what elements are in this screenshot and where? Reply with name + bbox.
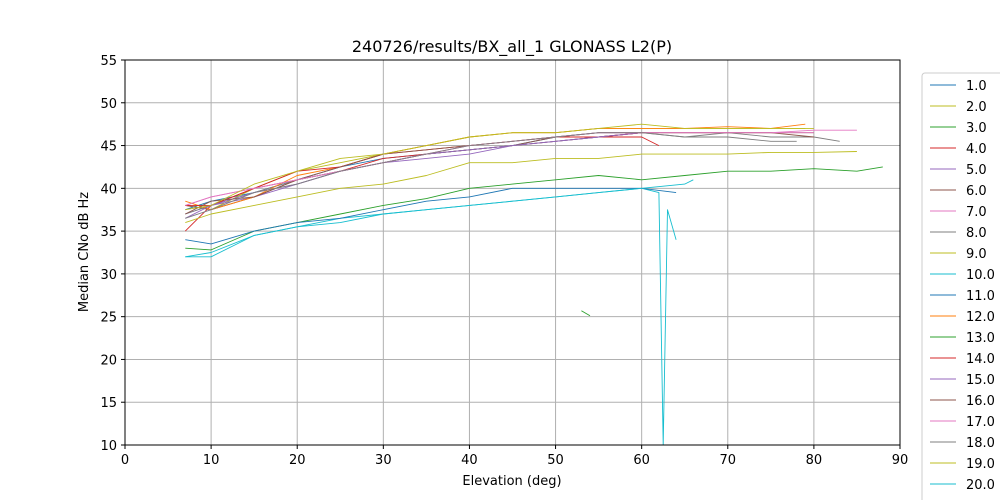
x-tick-label: 10 xyxy=(203,453,220,468)
legend-label: 11.0 xyxy=(966,289,995,304)
y-tick-label: 30 xyxy=(100,268,117,283)
grid xyxy=(124,59,901,446)
y-axis-ticks: 10 15 20 25 30 35 40 45 50 55 xyxy=(100,54,125,454)
legend-label: 18.0 xyxy=(966,436,995,451)
y-tick-label: 15 xyxy=(100,396,117,411)
series-line-8.0 xyxy=(185,132,840,215)
series-line-19.0 xyxy=(185,123,806,211)
legend-label: 8.0 xyxy=(966,226,987,241)
y-tick-label: 55 xyxy=(100,54,117,69)
series-line-4.0 xyxy=(184,136,660,232)
y-tick-label: 35 xyxy=(100,225,117,240)
series-line-20.0 xyxy=(185,179,694,258)
x-tick-label: 50 xyxy=(547,453,564,468)
series-line-6.0 xyxy=(185,132,814,211)
y-tick-label: 10 xyxy=(100,439,117,454)
x-tick-label: 80 xyxy=(806,453,823,468)
legend-label: 1.0 xyxy=(966,79,987,94)
x-tick-label: 0 xyxy=(121,453,129,468)
series-line-18.0 xyxy=(185,132,797,219)
y-tick-label: 25 xyxy=(100,311,117,326)
legend-label: 6.0 xyxy=(966,184,987,199)
x-tick-label: 40 xyxy=(461,453,478,468)
chart-title: 240726/results/BX_all_1 GLONASS L2(P) xyxy=(352,37,672,57)
legend-label: 14.0 xyxy=(966,352,995,367)
legend-label: 10.0 xyxy=(966,268,995,283)
x-tick-label: 20 xyxy=(289,453,306,468)
series-line-5.0 xyxy=(185,132,642,215)
legend-label: 15.0 xyxy=(966,373,995,388)
x-axis-ticks: 0 10 20 30 40 50 60 70 80 90 xyxy=(121,445,908,468)
legend-box xyxy=(921,72,1000,500)
series-line-16.0 xyxy=(185,132,814,215)
series-line-13.0 xyxy=(581,310,591,317)
x-tick-label: 30 xyxy=(375,453,392,468)
legend-label: 19.0 xyxy=(966,457,995,472)
legend-label: 12.0 xyxy=(966,310,995,325)
legend-label: 5.0 xyxy=(966,163,987,178)
legend: 1.0 2.0 3.0 4.0 5.0 6.0 7.0 8.0 9.0 10.0 11.0 12.0 1… xyxy=(921,72,1000,500)
series-line-7.0 xyxy=(185,129,857,206)
series-line-11.0 xyxy=(185,187,677,245)
y-tick-label: 40 xyxy=(100,182,117,197)
x-tick-label: 90 xyxy=(892,453,909,468)
legend-label: 7.0 xyxy=(966,205,987,220)
x-tick-label: 60 xyxy=(633,453,650,468)
series-line-9.0 xyxy=(185,151,857,224)
legend-label: 2.0 xyxy=(966,100,987,115)
legend-label: 16.0 xyxy=(966,394,995,409)
plot-frame xyxy=(124,59,901,446)
series-line-17.0 xyxy=(185,132,814,206)
x-axis-label: Elevation (deg) xyxy=(462,474,561,489)
legend-label: 13.0 xyxy=(966,331,995,346)
y-tick-label: 20 xyxy=(100,353,117,368)
x-tick-label: 70 xyxy=(720,453,737,468)
y-tick-label: 45 xyxy=(100,140,117,155)
series-line-2.0 xyxy=(185,127,814,211)
legend-label: 4.0 xyxy=(966,142,987,157)
plot-series xyxy=(184,123,883,445)
y-tick-label: 50 xyxy=(100,97,117,112)
legend-label: 20.0 xyxy=(966,478,995,493)
legend-label: 17.0 xyxy=(966,415,995,430)
legend-label: 9.0 xyxy=(966,247,987,262)
series-line-14.0 xyxy=(185,132,642,206)
legend-label: 3.0 xyxy=(966,121,987,136)
y-axis-label: Median CNo dB Hz xyxy=(77,192,92,312)
